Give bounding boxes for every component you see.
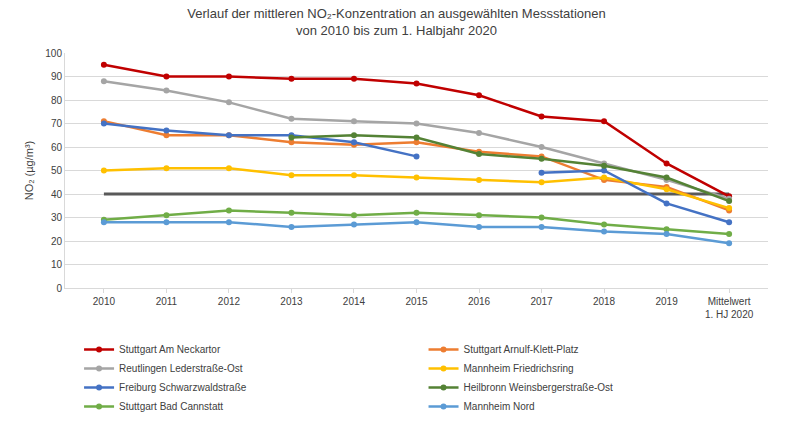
svg-text:100: 100: [45, 48, 62, 59]
svg-text:2019: 2019: [655, 296, 678, 307]
svg-text:10: 10: [51, 259, 63, 270]
svg-text:2015: 2015: [405, 296, 428, 307]
svg-text:NO₂ (µg/m³): NO₂ (µg/m³): [23, 141, 35, 201]
svg-text:2017: 2017: [530, 296, 553, 307]
svg-text:20: 20: [51, 236, 63, 247]
svg-text:30: 30: [51, 212, 63, 223]
svg-text:2013: 2013: [280, 296, 303, 307]
svg-text:2011: 2011: [156, 296, 178, 307]
svg-text:Verlauf der mittleren NO₂-Konz: Verlauf der mittleren NO₂-Konzentration …: [187, 6, 605, 38]
svg-text:40: 40: [51, 189, 63, 200]
svg-text:Mannheim Nord: Mannheim Nord: [464, 401, 535, 412]
svg-text:Freiburg Schwarzwaldstraße: Freiburg Schwarzwaldstraße: [119, 382, 247, 393]
svg-text:Stuttgart Bad Cannstatt: Stuttgart Bad Cannstatt: [119, 401, 223, 412]
svg-text:2012: 2012: [218, 296, 241, 307]
svg-text:Mannheim Friedrichsring: Mannheim Friedrichsring: [464, 363, 574, 374]
svg-text:2018: 2018: [593, 296, 616, 307]
svg-text:0: 0: [56, 283, 62, 294]
svg-text:90: 90: [51, 71, 63, 82]
svg-text:Reutlingen Lederstraße-Ost: Reutlingen Lederstraße-Ost: [119, 363, 243, 374]
svg-text:Stuttgart Arnulf-Klett-Platz: Stuttgart Arnulf-Klett-Platz: [464, 344, 579, 355]
svg-text:80: 80: [51, 95, 63, 106]
svg-text:Mittelwert1. HJ 2020: Mittelwert1. HJ 2020: [705, 296, 754, 320]
svg-text:2014: 2014: [343, 296, 366, 307]
svg-text:Heilbronn Weinsbergerstraße-Os: Heilbronn Weinsbergerstraße-Ost: [464, 382, 614, 393]
svg-text:2010: 2010: [93, 296, 116, 307]
svg-text:2016: 2016: [468, 296, 491, 307]
svg-text:70: 70: [51, 118, 63, 129]
svg-text:60: 60: [51, 142, 63, 153]
svg-text:Stuttgart Am Neckartor: Stuttgart Am Neckartor: [119, 344, 221, 355]
svg-text:50: 50: [51, 165, 63, 176]
